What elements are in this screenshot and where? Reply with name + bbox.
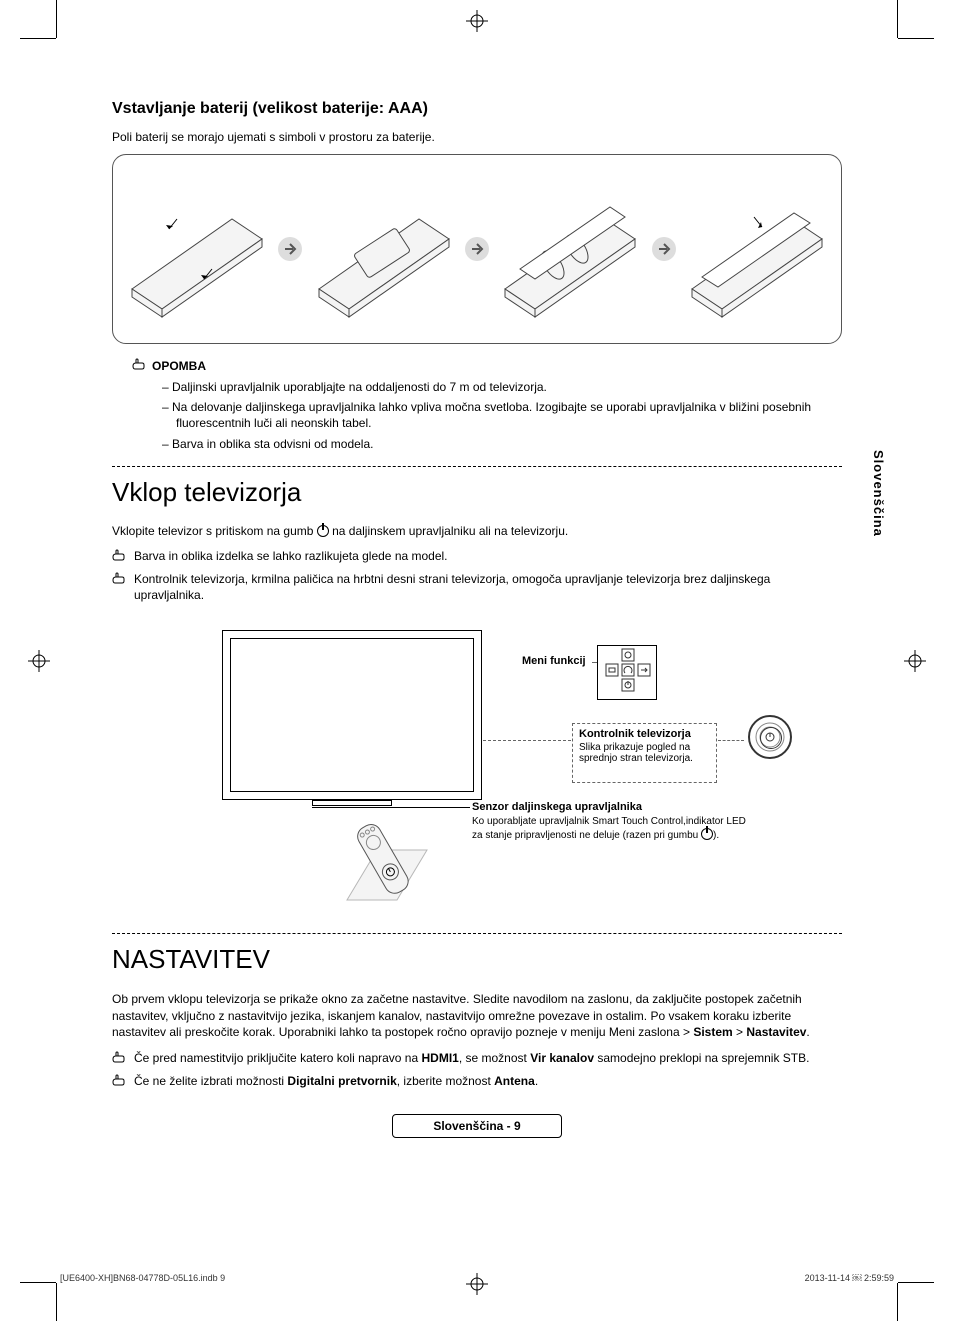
hand-point-icon (112, 549, 126, 565)
b2-mid: , izberite možnost (397, 1074, 494, 1088)
setup-para-b2: Nastavitev (746, 1025, 806, 1039)
note-list: Daljinski upravljalnik uporabljajte na o… (162, 379, 842, 452)
b2-pre: Če ne želite izbrati možnosti (134, 1074, 287, 1088)
page-content: Vstavljanje baterij (velikost baterije: … (112, 100, 842, 1138)
sensor-callout-text: Ko uporabljate upravljalnik Smart Touch … (472, 815, 752, 842)
crop-mark (56, 1283, 57, 1321)
function-menu-icon (597, 645, 657, 700)
note-item: Daljinski upravljalnik uporabljajte na o… (162, 379, 842, 395)
power-intro: Vklopite televizor s pritiskom na gumb n… (112, 524, 842, 538)
bullet-item: Barva in oblika izdelka se lahko razliku… (112, 548, 842, 565)
note-item: Na delovanje daljinskega upravljalnika l… (162, 399, 842, 431)
step-arrow-icon (651, 236, 677, 262)
print-time: 2013-11-14 ￼ 2:59:59 (805, 1273, 894, 1283)
setup-para-mid: > (733, 1025, 747, 1039)
crop-mark (897, 0, 898, 38)
tv-diagram: Meni funkcij Kontrolnik televizorja Slik… (162, 615, 792, 915)
bullet-text: Če ne želite izbrati možnosti Digitalni … (134, 1073, 538, 1090)
crop-mark (20, 38, 56, 39)
b1-mid: , se možnost (459, 1051, 530, 1065)
tv-stand-icon (312, 800, 392, 806)
controller-callout-text: Slika prikazuje pogled na sprednjo stran… (579, 742, 710, 764)
b1-post: samodejno preklopi na sprejemnik STB. (594, 1051, 809, 1065)
step-arrow-icon (464, 236, 490, 262)
note-label: OPOMBA (132, 358, 842, 373)
power-intro-post: na daljinskem upravljalniku ali na telev… (329, 524, 568, 538)
section-divider (112, 933, 842, 934)
b2-b2: Antena (494, 1074, 535, 1088)
b1-pre: Če pred namestitvijo priključite katero … (134, 1051, 421, 1065)
power-icon (701, 828, 713, 840)
remote-step4-icon (682, 179, 832, 319)
remote-step3-icon (495, 179, 645, 319)
crop-mark (898, 38, 934, 39)
step-arrow-icon (277, 236, 303, 262)
power-icon (317, 525, 329, 537)
crop-mark (897, 1283, 898, 1321)
note-item: Barva in oblika sta odvisni od modela. (162, 436, 842, 452)
callout-line (312, 807, 470, 808)
crop-mark (56, 0, 57, 38)
registration-mark-icon (904, 650, 926, 672)
hand-point-icon (112, 1051, 126, 1067)
setup-para: Ob prvem vklopu televizorja se prikaže o… (112, 991, 842, 1040)
battery-section-title: Vstavljanje baterij (velikost baterije: … (112, 100, 842, 118)
page-number-box: Slovenščina - 9 (392, 1114, 562, 1138)
setup-para-b1: Sistem (693, 1025, 732, 1039)
setup-para-post: . (806, 1025, 809, 1039)
battery-illustration-box (112, 154, 842, 344)
b2-b1: Digitalni pretvornik (287, 1074, 396, 1088)
registration-mark-icon (466, 10, 488, 32)
bullet-item: Kontrolnik televizorja, krmilna paličica… (112, 571, 842, 603)
language-tab: Slovenščina (871, 450, 886, 537)
sensor-callout-title: Senzor daljinskega upravljalnika (472, 801, 642, 813)
controller-callout-title: Kontrolnik televizorja (579, 728, 710, 740)
hand-point-icon (112, 572, 126, 603)
crop-mark (898, 1282, 934, 1283)
sensor-text-post: ). (713, 830, 719, 841)
remote-control-icon (342, 810, 432, 905)
controller-callout: Kontrolnik televizorja Slika prikazuje p… (572, 723, 717, 783)
print-file: [UE6400-XH]BN68-04778D-05L16.indb 9 (60, 1273, 225, 1283)
bullet-text: Če pred namestitvijo priključite katero … (134, 1050, 809, 1067)
setup-section-title: NASTAVITEV (112, 944, 842, 975)
remote-step2-icon (309, 179, 459, 319)
bullet-text: Barva in oblika izdelka se lahko razliku… (134, 548, 448, 565)
power-section-title: Vklop televizorja (112, 477, 842, 508)
remote-step1-icon (122, 179, 272, 319)
power-intro-pre: Vklopite televizor s pritiskom na gumb (112, 524, 317, 538)
bullet-item: Če pred namestitvijo priključite katero … (112, 1050, 842, 1067)
bullet-item: Če ne želite izbrati možnosti Digitalni … (112, 1073, 842, 1090)
hand-point-icon (112, 1074, 126, 1090)
joystick-icon (748, 715, 792, 759)
menu-callout-label: Meni funkcij (522, 655, 586, 667)
hand-point-icon (132, 358, 146, 373)
note-label-text: OPOMBA (152, 359, 206, 373)
battery-intro: Poli baterij se morajo ujemati s simboli… (112, 130, 842, 144)
print-footer: [UE6400-XH]BN68-04778D-05L16.indb 9 2013… (60, 1273, 894, 1283)
b1-b2: Vir kanalov (530, 1051, 594, 1065)
crop-mark (20, 1282, 56, 1283)
callout-line (718, 740, 744, 741)
tv-bezel-icon (230, 638, 474, 792)
b1-b1: HDMI1 (421, 1051, 458, 1065)
registration-mark-icon (28, 650, 50, 672)
b2-post: . (535, 1074, 538, 1088)
bullet-text: Kontrolnik televizorja, krmilna paličica… (134, 571, 842, 603)
section-divider (112, 466, 842, 467)
callout-line (483, 740, 571, 741)
